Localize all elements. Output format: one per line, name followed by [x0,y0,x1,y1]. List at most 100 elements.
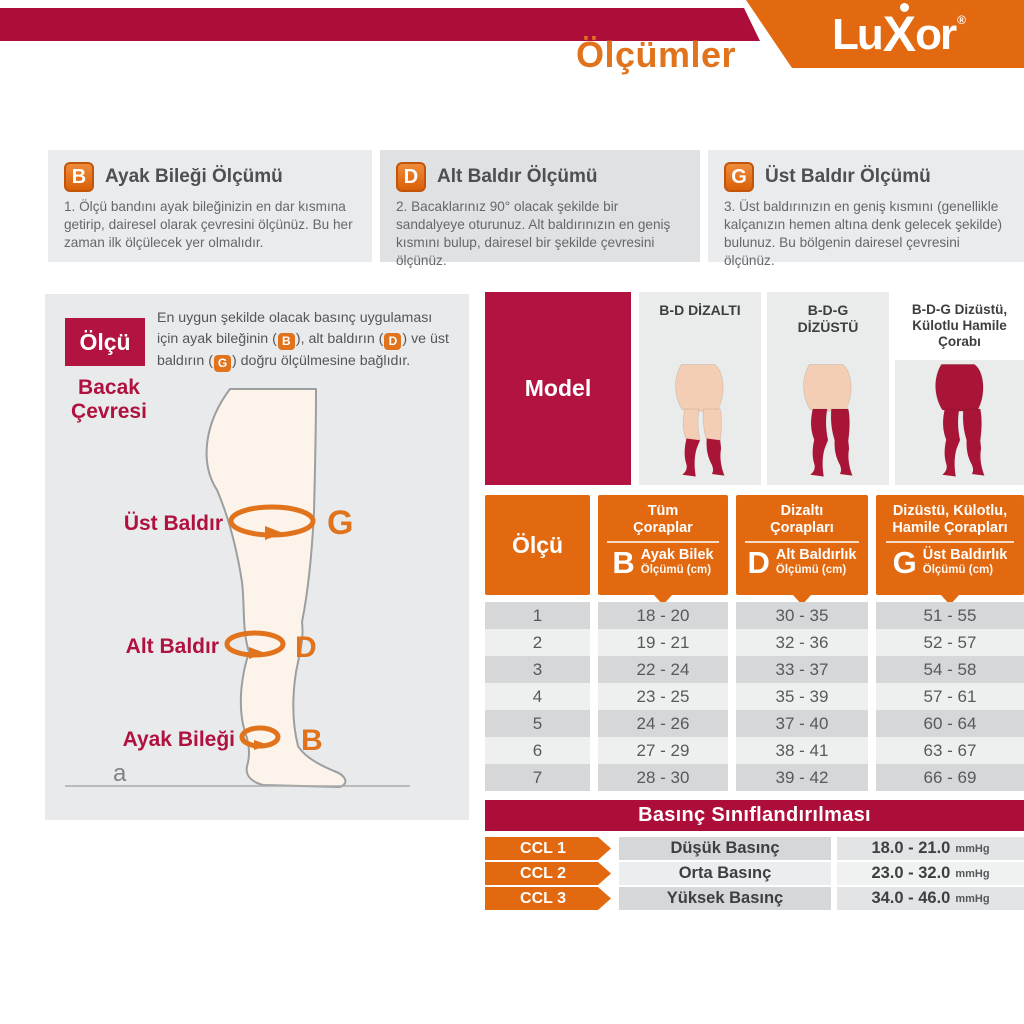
header-bar [0,8,760,41]
model-header-cell: Model [485,292,631,485]
calf-letter: D [295,631,317,664]
variant-title: B-D-G DİZÜSTÜ [797,302,859,335]
ankle-range: 23 - 25 [598,683,728,710]
calf-range: 32 - 36 [736,629,868,656]
size-number: 6 [485,737,590,764]
col-letter-b: B [612,545,635,580]
leg-sub-line2: Çevresi [71,399,147,423]
size-table-corner: Ölçü [485,495,590,595]
registered-mark: ® [957,12,966,27]
thigh-range: 60 - 64 [876,710,1024,737]
col-measure: G Üst Baldırlık Ölçümü (cm) [876,547,1024,578]
size-number: 7 [485,764,590,791]
size-row-1: 1 18 - 20 30 - 35 51 - 55 [485,602,1024,629]
thigh-range: 66 - 69 [876,764,1024,791]
thighhigh-stocking-image [781,361,875,479]
badge-g-icon: G [214,354,231,372]
thigh-arrow-icon [265,526,283,540]
pressure-row-ccl2: CCL 2 Orta Basınç 23.0 - 32.0 mmHg [485,862,1024,885]
ccl2-flag: CCL 2 [485,862,611,885]
variant-kneehigh: B-D DİZALTI [639,292,761,485]
variant-pantyhose: B-D-G Dizüstü, Külotlu Hamile Çorabı [895,292,1024,485]
col-sublabel: Ölçümü (cm) [775,563,847,576]
instruction-box-ankle: B Ayak Bileği Ölçümü 1. Ölçü bandını aya… [48,150,372,262]
variant-thighhigh: B-D-G DİZÜSTÜ [767,292,889,485]
size-number: 5 [485,710,590,737]
size-number: 3 [485,656,590,683]
badge-d-icon: D [384,333,402,351]
instruction-title: Ayak Bileği Ölçümü [105,166,283,187]
kneehigh-stocking-image [653,361,747,479]
col-measure: B Ayak Bilek Ölçümü (cm) [598,547,728,578]
intro-seg: En uygun şekilde olacak basınç uygulamas… [157,310,433,348]
size-row-5: 5 24 - 26 37 - 40 60 - 64 [485,710,1024,737]
ankle-range: 18 - 20 [598,602,728,629]
ankle-range: 27 - 29 [598,737,728,764]
thigh-range: 57 - 61 [876,683,1024,710]
ankle-label: Ayak Bileği [123,728,235,751]
size-table-col-ankle: Tüm Çoraplar B Ayak Bilek Ölçümü (cm) [598,495,728,605]
col-group-label: Dizüstü, Külotlu, Hamile Çorapları [892,503,1008,536]
size-table-col-calf: Dizaltı Çorapları D Alt Baldırlık Ölçümü… [736,495,868,605]
thigh-range: 52 - 57 [876,629,1024,656]
letter-b-icon: B [64,162,94,192]
logo-part2: or [915,9,957,59]
page-title: Ölçümler [575,34,736,75]
calf-range: 33 - 37 [736,656,868,683]
pressure-range: 23.0 - 32.0 mmHg [837,862,1024,885]
ankle-arrow-icon [254,740,269,750]
col-sublabel: Ölçümü (cm) [922,563,994,576]
col-sublabel: Ölçümü (cm) [640,563,712,576]
instruction-title: Üst Baldır Ölçümü [765,166,931,187]
instruction-head: B Ayak Bileği Ölçümü [64,162,358,192]
range-unit: mmHg [955,867,990,880]
leg-circumference-label: Bacak Çevresi [45,376,173,423]
range-value: 34.0 - 46.0 [871,889,951,907]
pressure-row-ccl1: CCL 1 Düşük Basınç 18.0 - 21.0 mmHg [485,837,1024,860]
leg-outline [205,388,347,788]
ankle-range: 28 - 30 [598,764,728,791]
col-divider [745,541,859,543]
col-label: Üst Baldırlık [922,546,1008,563]
instruction-title: Alt Baldır Ölçümü [437,166,598,187]
size-table-col-thigh: Dizüstü, Külotlu, Hamile Çorapları G Üst… [876,495,1024,605]
letter-d-icon: D [396,162,426,192]
instruction-box-calf: D Alt Baldır Ölçümü 2. Bacaklarınız 90° … [380,150,700,268]
baseline-letter: a [113,760,127,787]
calf-range: 35 - 39 [736,683,868,710]
instruction-head: D Alt Baldır Ölçümü [396,162,686,192]
size-row-3: 3 22 - 24 33 - 37 54 - 58 [485,656,1024,683]
range-value: 18.0 - 21.0 [871,839,951,857]
size-table-body: 1 18 - 20 30 - 35 51 - 55 2 19 - 21 32 -… [485,602,1024,791]
pointer-down-icon [793,595,811,605]
pressure-row-ccl3: CCL 3 Yüksek Basınç 34.0 - 46.0 mmHg [485,887,1024,910]
col-group-label: Tüm Çoraplar [633,503,693,536]
logo-dot-icon [900,2,910,12]
thigh-letter: G [327,504,353,542]
col-divider [607,541,719,543]
range-unit: mmHg [955,842,990,855]
size-number: 2 [485,629,590,656]
leg-sub-line1: Bacak [78,376,140,399]
leg-diagram: Üst Baldır G Alt Baldır D Ayak Bileği B … [65,388,410,788]
instruction-body: 1. Ölçü bandını ayak bileğinizin en dar … [64,199,353,251]
ankle-range: 19 - 21 [598,629,728,656]
instruction-body: 3. Üst baldırınızın en geniş kısmını (ge… [724,199,1003,269]
col-measure: D Alt Baldırlık Ölçümü (cm) [736,547,868,578]
badge-b-icon: B [277,333,295,351]
thigh-range: 63 - 67 [876,737,1024,764]
size-row-6: 6 27 - 29 38 - 41 63 - 67 [485,737,1024,764]
col-letter-d: D [747,545,770,580]
range-unit: mmHg [955,892,990,905]
variant-title: B-D DİZALTI [659,302,741,318]
col-label: Ayak Bilek [640,546,714,563]
size-number: 4 [485,683,590,710]
ccl1-flag: CCL 1 [485,837,611,860]
size-row-7: 7 28 - 30 39 - 42 66 - 69 [485,764,1024,791]
ankle-range: 24 - 26 [598,710,728,737]
ankle-letter: B [301,724,323,757]
pressure-range: 34.0 - 46.0 mmHg [837,887,1024,910]
